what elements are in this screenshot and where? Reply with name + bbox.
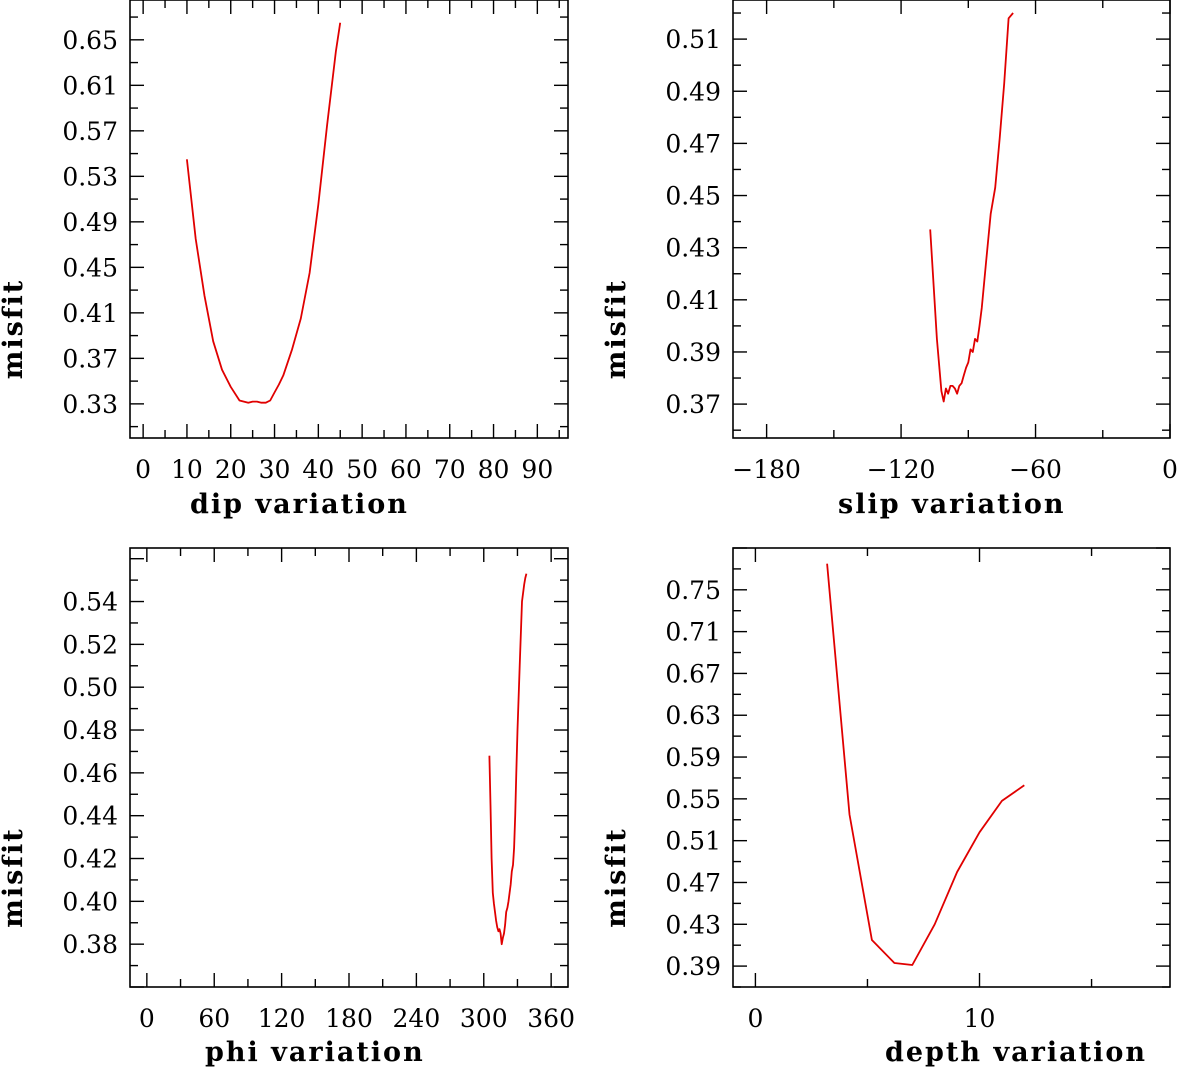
dip-plot-frame: [129, 0, 569, 439]
dip-variation-panel: 0 10 20 30 40 50 60 70 80 90 0.33 0.37 0.41 0.45 0.49 0…: [0, 0, 569, 520]
x-tick-label: −120: [867, 455, 936, 484]
x-tick-label: 0: [747, 1004, 763, 1033]
y-tick-label: 0.63: [665, 701, 721, 730]
x-tick-label: 0: [139, 1004, 155, 1033]
x-tick-label: 120: [258, 1004, 306, 1033]
y-tick-label: 0.45: [62, 253, 118, 282]
x-tick-label: 30: [259, 455, 291, 484]
phi-x-axis-label: phi variation: [205, 1037, 425, 1068]
y-tick-label: 0.44: [62, 802, 118, 831]
slip-misfit-curve: [929, 12, 1014, 403]
x-ticks: [146, 548, 552, 987]
x-tick-label: 0: [135, 455, 151, 484]
x-tick-label: 360: [527, 1004, 575, 1033]
y-tick-label: 0.59: [665, 743, 721, 772]
y-tick-label: 0.49: [62, 208, 118, 237]
y-tick-label: 0.38: [62, 930, 118, 959]
x-tick-label: 10: [964, 1004, 996, 1033]
x-tick-label: −180: [732, 455, 801, 484]
y-tick-label: 0.51: [665, 25, 721, 54]
y-tick-label: 0.39: [665, 952, 721, 981]
y-tick-label: 0.71: [665, 618, 721, 647]
y-tick-label: 0.40: [62, 887, 118, 916]
y-tick-label: 0.48: [62, 716, 118, 745]
x-tick-label: 40: [302, 455, 334, 484]
x-tick-label: 70: [434, 455, 466, 484]
dip-y-axis-label: misfit: [0, 279, 29, 379]
y-tick-label: 0.39: [665, 338, 721, 367]
x-tick-label: 0: [1162, 455, 1178, 484]
y-tick-label: 0.50: [62, 673, 118, 702]
x-tick-label: 60: [390, 455, 422, 484]
y-tick-label: 0.43: [665, 910, 721, 939]
y-tick-label: 0.42: [62, 845, 118, 874]
y-tick-label: 0.49: [665, 77, 721, 106]
x-tick-label: −60: [1009, 455, 1062, 484]
y-tick-label: 0.55: [665, 785, 721, 814]
x-ticks: [142, 0, 560, 438]
phi-misfit-curve: [488, 573, 528, 946]
phi-y-axis-label: misfit: [0, 827, 29, 927]
y-tick-label: 0.61: [62, 71, 118, 100]
dip-x-axis-label: dip variation: [190, 489, 409, 520]
x-tick-label: 50: [346, 455, 378, 484]
dip-misfit-curve: [186, 22, 342, 404]
phi-plot-frame: [129, 547, 569, 988]
y-tick-label: 0.52: [62, 630, 118, 659]
x-ticks: [754, 548, 1093, 987]
slip-y-axis-label: misfit: [601, 279, 632, 379]
y-ticks: [130, 16, 568, 428]
x-tick-label: 180: [325, 1004, 373, 1033]
y-tick-label: 0.45: [665, 182, 721, 211]
y-tick-label: 0.37: [62, 344, 118, 373]
y-ticks: [733, 12, 1170, 431]
depth-variation-panel: 0 10 0.39 0.43 0.47 0.51 0.55 0.59 0.63 0.67 0.71 0…: [601, 547, 1171, 1068]
x-tick-label: 80: [478, 455, 510, 484]
y-tick-label: 0.47: [665, 129, 721, 158]
y-tick-label: 0.67: [665, 659, 721, 688]
y-tick-label: 0.75: [665, 576, 721, 605]
depth-x-axis-label: depth variation: [885, 1037, 1147, 1068]
y-tick-label: 0.47: [665, 868, 721, 897]
depth-plot-frame: [732, 547, 1171, 988]
x-tick-label: 300: [460, 1004, 508, 1033]
y-tick-label: 0.51: [665, 827, 721, 856]
x-tick-label: 240: [393, 1004, 441, 1033]
y-tick-label: 0.65: [62, 26, 118, 55]
depth-y-axis-label: misfit: [601, 827, 632, 927]
y-tick-label: 0.33: [62, 390, 118, 419]
y-tick-label: 0.43: [665, 234, 721, 263]
y-tick-label: 0.41: [62, 299, 118, 328]
y-ticks: [130, 558, 568, 988]
y-tick-label: 0.41: [665, 286, 721, 315]
y-tick-label: 0.37: [665, 390, 721, 419]
y-tick-label: 0.46: [62, 759, 118, 788]
x-tick-label: 20: [215, 455, 247, 484]
phi-variation-panel: 0 60 120 180 240 300 360 0.38 0.40 0.42 0.44 0.46 0.…: [0, 547, 575, 1068]
depth-misfit-curve: [826, 563, 1025, 966]
y-ticks: [733, 547, 1170, 988]
y-tick-label: 0.54: [62, 588, 118, 617]
y-tick-label: 0.57: [62, 117, 118, 146]
slip-x-axis-label: slip variation: [838, 489, 1066, 520]
slip-variation-panel: −180 −120 −60 0 0.37 0.39 0.41 0.43 0.45 0.47 0.49…: [601, 0, 1178, 520]
x-tick-label: 90: [521, 455, 553, 484]
x-tick-label: 10: [171, 455, 203, 484]
y-tick-label: 0.53: [62, 162, 118, 191]
x-tick-label: 60: [198, 1004, 230, 1033]
slip-plot-frame: [732, 0, 1171, 439]
x-ticks: [765, 0, 1171, 438]
